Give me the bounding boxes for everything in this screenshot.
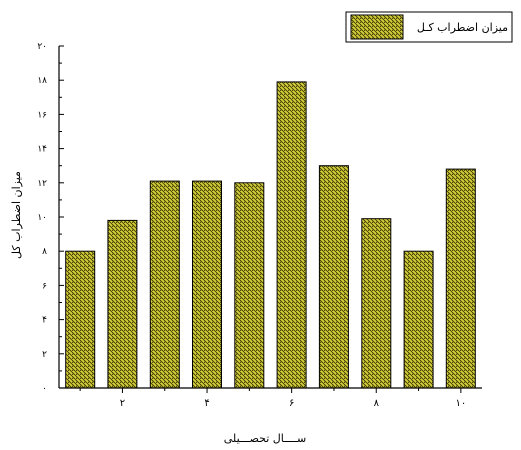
bar-1 (65, 250, 96, 389)
y-tick-label: ۴ (42, 316, 47, 326)
x-tick-label: ۶ (289, 398, 294, 409)
y-tick-label: ۶ (42, 281, 47, 291)
y-tick-label: ۲۰ (37, 42, 47, 52)
bar-10 (445, 168, 476, 389)
bar-8 (361, 218, 392, 389)
bar-5 (234, 182, 265, 389)
bar-4 (192, 180, 222, 389)
x-tick-label: ۴ (204, 398, 209, 409)
legend-label: میزان اضطراب کـل (417, 21, 508, 34)
y-tick-label: ۱۰ (37, 213, 47, 223)
y-tick-label: ۲ (42, 350, 47, 360)
y-tick-label: ۱۸ (37, 76, 47, 86)
bar-2 (107, 219, 138, 389)
x-axis-title: ســــال تحصـــیلی (224, 432, 306, 445)
bar-9 (403, 250, 434, 389)
plot-area: ۰ ۲ ۴ ۶ ۸ ۱۰ ۱۲ ۱۴ ۱۶ ۱۸ ۲۰ ۲ ۴ ۶ ۸ ۱۰ ســــال تحصـــیلی… (10, 42, 482, 445)
y-tick-label: ۱۶ (37, 110, 47, 120)
y-axis-title: میزان اضطراب کل (10, 171, 23, 259)
bar-6 (276, 81, 307, 389)
y-tick-label: ۱۲ (37, 179, 47, 189)
x-tick-label: ۸ (374, 398, 380, 409)
bar-3 (149, 180, 180, 389)
legend-swatch (350, 14, 404, 40)
y-tick-label: ۸ (42, 247, 47, 257)
legend: میزان اضطراب کـل (345, 11, 513, 43)
y-tick-label: ۰ (42, 384, 47, 394)
bar-7 (318, 165, 349, 389)
x-tick-label: ۲ (120, 398, 125, 409)
y-tick-label: ۱۴ (37, 145, 47, 155)
x-tick-label: ۱۰ (455, 398, 466, 409)
